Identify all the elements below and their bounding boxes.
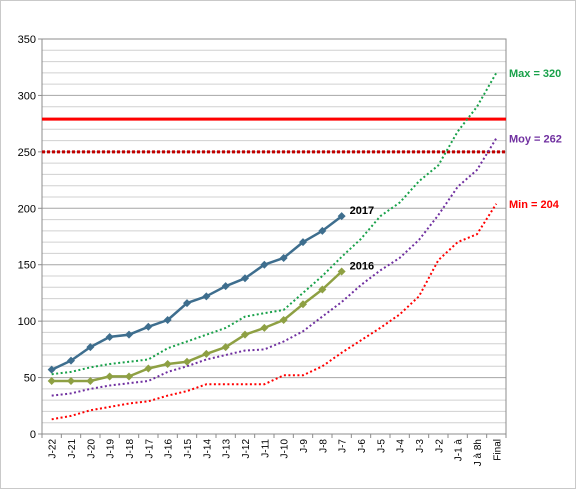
series-marker	[202, 292, 211, 301]
y-tick-label: 150	[18, 260, 36, 272]
series-marker	[318, 226, 327, 235]
x-tick-label: J-19	[106, 439, 117, 459]
x-tick-label: J-3	[415, 439, 426, 453]
series-marker	[47, 376, 56, 385]
series-marker	[86, 343, 95, 352]
x-tick-label: J-1 à	[454, 439, 465, 462]
series-marker	[163, 360, 172, 369]
x-tick-label: J-8	[318, 439, 329, 453]
series-marker	[202, 349, 211, 358]
series-marker	[105, 332, 114, 341]
annotation-label: Moy = 262	[509, 133, 562, 145]
y-tick-label: 50	[24, 373, 36, 385]
series-marker	[279, 316, 288, 325]
series-marker	[163, 316, 172, 325]
x-tick-label: J-17	[144, 439, 155, 459]
series-line	[51, 203, 498, 421]
series-marker	[241, 274, 249, 283]
x-tick-label: J-10	[280, 439, 291, 459]
series-marker	[125, 372, 133, 381]
series-marker	[86, 376, 95, 385]
series-marker	[279, 253, 288, 262]
y-axis: 0 50 100 150 200 250 300 350	[18, 34, 42, 441]
series-line	[51, 215, 343, 371]
series-marker	[47, 365, 56, 374]
series-marker	[318, 285, 327, 294]
series-marker	[337, 267, 346, 276]
labels-group: 2017 2016 Max = 320 Moy = 262 Min = 204	[350, 68, 562, 273]
x-tick-label: J-6	[357, 439, 368, 453]
x-tick-label: J-16	[164, 439, 175, 459]
series-marker	[67, 376, 75, 385]
series-marker	[105, 372, 114, 381]
series-marker	[144, 364, 153, 373]
series-marker	[299, 300, 307, 309]
x-tick-label: J-20	[86, 439, 97, 459]
x-tick-label: J-18	[125, 439, 136, 459]
x-tick-label: J-4	[396, 439, 407, 453]
series-marker	[299, 238, 307, 247]
y-tick-label: 250	[18, 147, 36, 159]
x-tick-label: Final	[492, 439, 503, 461]
series-marker	[337, 212, 346, 221]
annotation-label: Max = 320	[509, 68, 561, 80]
series-marker	[241, 330, 249, 339]
x-tick-label: J-22	[48, 439, 59, 459]
x-tick-label: J-2	[434, 439, 445, 453]
series-marker	[183, 299, 191, 308]
x-tick-label: J à 8h	[473, 439, 484, 466]
series-marker	[221, 343, 230, 352]
series-name-label: 2016	[350, 260, 374, 272]
series-marker	[183, 357, 191, 366]
x-tick-label: J-11	[260, 439, 271, 458]
y-tick-label: 200	[18, 203, 36, 215]
x-tick-label: J-12	[241, 439, 252, 459]
series-marker	[67, 356, 75, 365]
series-marker	[221, 282, 230, 291]
y-tick-label: 0	[30, 429, 36, 441]
series-group	[47, 72, 498, 421]
x-tick-label: J-21	[67, 439, 78, 459]
series-line	[51, 137, 498, 397]
x-tick-label: J-7	[338, 439, 349, 453]
series-marker	[144, 322, 153, 331]
x-tick-label: J-5	[376, 439, 387, 453]
x-tick-label: J-15	[183, 439, 194, 459]
x-tick-label: J-14	[202, 439, 213, 459]
x-tick-label: J-9	[299, 439, 310, 453]
series-marker	[260, 260, 269, 269]
reference-lines	[42, 117, 506, 154]
series-marker	[125, 330, 133, 339]
y-tick-label: 350	[18, 34, 36, 46]
series-line	[51, 270, 343, 383]
y-tick-label: 300	[18, 90, 36, 102]
series-name-label: 2017	[350, 205, 374, 217]
x-axis: J-22 J-21 J-20 J-19 J-18 J-17 J-16 J-15 J-14 J-13…	[41, 434, 507, 466]
annotation-label: Min = 204	[509, 199, 560, 211]
series-marker	[260, 323, 269, 332]
x-tick-label: J-13	[222, 439, 233, 459]
y-tick-label: 100	[18, 316, 36, 328]
